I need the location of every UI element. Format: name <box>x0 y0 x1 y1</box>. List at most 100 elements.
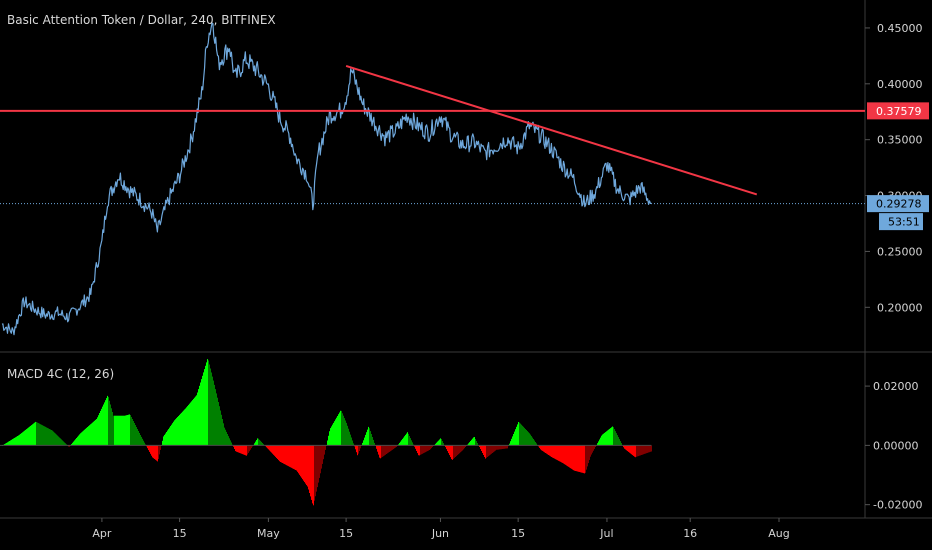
descending-trendline[interactable] <box>345 64 758 196</box>
macd-bar <box>395 445 396 448</box>
macd-bar <box>320 445 321 474</box>
macd-bar <box>44 426 45 446</box>
macd-bar <box>535 442 536 446</box>
macd-bar <box>236 445 237 452</box>
macd-bar <box>148 445 149 451</box>
macd-bar <box>563 445 564 464</box>
macd-bar <box>558 445 559 461</box>
macd-bar <box>213 380 214 446</box>
macd-bar <box>438 440 439 446</box>
macd-bar <box>243 445 244 455</box>
macd-bar <box>124 415 125 446</box>
macd-bar <box>168 429 169 446</box>
macd-bar <box>528 432 529 446</box>
macd-bar <box>102 406 103 446</box>
time-tick-label: Apr <box>92 527 112 540</box>
macd-bar <box>481 445 482 451</box>
macd-bar <box>598 441 599 446</box>
macd-bar <box>143 440 144 446</box>
macd-bar <box>289 445 290 467</box>
macd-bar <box>254 443 255 446</box>
macd-bar <box>599 439 600 446</box>
macd-bar <box>584 445 585 474</box>
macd-bar <box>357 445 358 456</box>
macd-bar <box>370 431 371 446</box>
macd-bar <box>543 445 544 452</box>
macd-bar <box>107 395 108 446</box>
macd-bar <box>461 445 462 452</box>
macd-tick-label: -0.02000 <box>873 499 922 512</box>
macd-bar <box>211 372 212 446</box>
macd-bar <box>485 445 486 459</box>
macd-bar <box>209 364 210 446</box>
macd-bar <box>23 431 24 446</box>
macd-bar <box>45 426 46 446</box>
macd-bar <box>274 445 275 456</box>
macd-bar <box>29 426 30 446</box>
macd-bar <box>590 445 591 457</box>
macd-bar <box>95 419 96 446</box>
macd-bar <box>221 414 222 446</box>
macd-bar <box>431 445 432 449</box>
macd-bar <box>123 415 124 446</box>
macd-bar <box>490 445 491 455</box>
macd-bar <box>617 435 618 446</box>
macd-bar <box>471 439 472 446</box>
macd-bar <box>437 441 438 446</box>
macd-bar <box>565 445 566 465</box>
macd-bar <box>42 425 43 446</box>
macd-bar <box>635 445 636 458</box>
macd-bar <box>171 424 172 446</box>
macd-bar <box>128 414 129 446</box>
macd-bar <box>317 445 318 488</box>
macd-bar <box>252 445 253 447</box>
macd-bar <box>479 445 480 447</box>
macd-bar <box>137 429 138 446</box>
macd-bar <box>114 415 115 446</box>
macd-bar <box>499 445 500 450</box>
macd-bar <box>10 440 11 446</box>
macd-bar <box>164 434 165 446</box>
macd-bar <box>332 424 333 446</box>
macd-bar <box>585 445 586 473</box>
last-price-label: 0.29278 <box>876 198 922 211</box>
macd-bar <box>285 445 286 465</box>
macd-bar <box>76 438 77 446</box>
macd-bar <box>256 440 257 446</box>
macd-bar <box>300 445 301 477</box>
macd-bar <box>166 432 167 446</box>
macd-bar <box>230 440 231 446</box>
macd-bar <box>392 445 393 450</box>
macd-bar <box>58 436 59 446</box>
macd-bar <box>365 434 366 446</box>
macd-bar <box>572 445 573 470</box>
macd-bar <box>605 432 606 446</box>
macd-bar <box>316 445 317 492</box>
macd-bar <box>78 435 79 446</box>
macd-bar <box>627 445 628 452</box>
macd-bar <box>195 396 196 446</box>
macd-bar <box>421 445 422 455</box>
macd-bar <box>192 400 193 446</box>
macd-bar <box>66 444 67 446</box>
macd-bar <box>566 445 567 466</box>
macd-bar <box>609 428 610 446</box>
macd-bar <box>591 445 592 455</box>
macd-bar <box>337 416 338 446</box>
macd-bar <box>342 413 343 446</box>
macd-bar <box>383 445 384 457</box>
macd-bar <box>545 445 546 453</box>
macd-bar <box>390 445 391 452</box>
macd-bar <box>30 425 31 446</box>
time-tick-label: May <box>257 527 280 540</box>
macd-bar <box>503 445 504 449</box>
macd-bar <box>217 397 218 446</box>
macd-bar <box>139 433 140 446</box>
macd-bar <box>294 445 295 470</box>
macd-bar <box>504 445 505 449</box>
macd-bar <box>272 445 273 454</box>
macd-bar <box>498 445 499 450</box>
macd-bar <box>98 415 99 446</box>
macd-bar <box>505 445 506 449</box>
